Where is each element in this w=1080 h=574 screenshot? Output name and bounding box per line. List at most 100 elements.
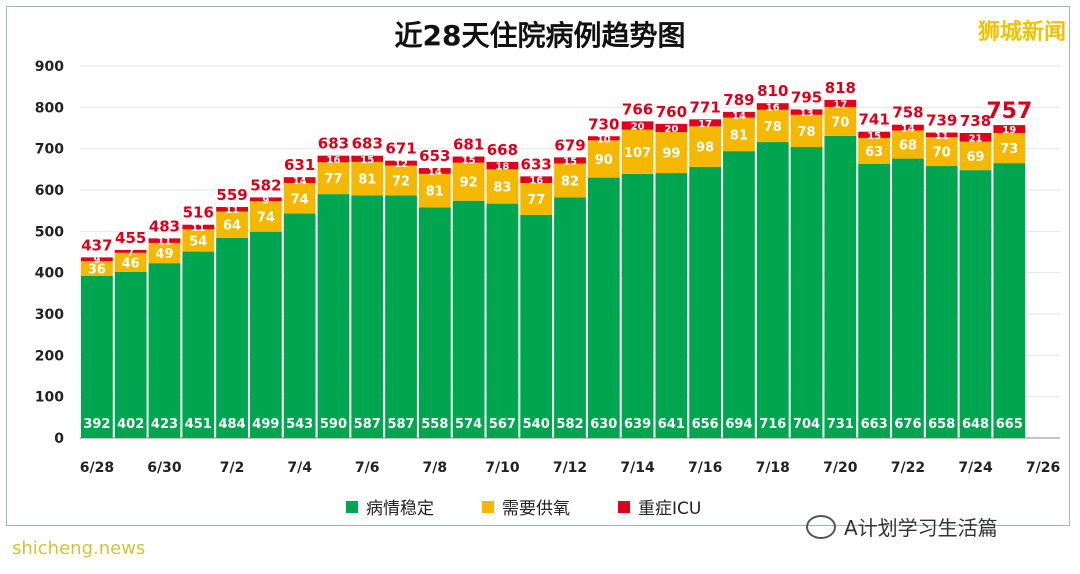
- y-tick-label: 900: [35, 59, 64, 75]
- bar-segment-1: [81, 261, 113, 276]
- bar-segment-2: [317, 155, 350, 163]
- bar-segment-0: [283, 213, 316, 438]
- bar-segment-2: [520, 176, 553, 183]
- bar-segment-1: [520, 182, 553, 215]
- bar-segment-1: [756, 109, 789, 143]
- data-label-1: 46: [122, 256, 140, 271]
- x-tick-label: 7/10: [485, 460, 520, 476]
- data-label-0: 540: [523, 417, 550, 432]
- bar-segment-2: [587, 136, 620, 141]
- data-label-1: 107: [624, 146, 651, 161]
- data-label-0: 590: [320, 417, 347, 432]
- y-tick-label: 700: [35, 142, 64, 158]
- data-label-0: 558: [421, 417, 448, 432]
- total-label: 633: [521, 155, 552, 173]
- y-tick-label: 100: [35, 390, 64, 406]
- data-label-2: 20: [664, 124, 678, 135]
- data-label-0: 543: [286, 417, 313, 432]
- data-label-1: 68: [899, 139, 917, 154]
- bar-segment-2: [959, 132, 992, 142]
- data-label-2: 9: [262, 195, 269, 206]
- data-label-2: 16: [766, 103, 780, 114]
- data-label-2: 11: [158, 237, 172, 248]
- bar-segment-2: [216, 206, 248, 212]
- total-label: 679: [554, 136, 585, 154]
- bar-segment-1: [317, 162, 350, 195]
- bar-segment-0: [756, 142, 789, 438]
- total-label: 559: [216, 186, 247, 204]
- bar-segment-1: [148, 242, 181, 264]
- x-tick-label: 7/14: [620, 460, 655, 476]
- bar-segment-1: [723, 117, 755, 152]
- y-tick-label: 600: [35, 183, 64, 199]
- bar-segment-1: [351, 161, 384, 196]
- data-label-0: 656: [692, 417, 719, 432]
- bar-segment-2: [283, 177, 316, 183]
- data-label-2: 11: [935, 131, 949, 142]
- bar-segment-0: [689, 166, 722, 438]
- total-label: 795: [791, 88, 822, 106]
- total-label: 758: [892, 104, 923, 122]
- total-label: 757: [986, 99, 1032, 124]
- bar-segment-1: [621, 129, 654, 174]
- bar-segment-1: [283, 182, 316, 214]
- data-label-0: 658: [928, 417, 955, 432]
- data-label-0: 484: [218, 417, 245, 432]
- total-label: 681: [453, 136, 484, 154]
- bar-segment-2: [790, 109, 823, 115]
- bar-segment-2: [114, 249, 147, 253]
- stacked-bar-chart: 0100200300400500600700800900392369437402…: [35, 59, 1061, 476]
- data-label-0: 716: [759, 417, 786, 432]
- data-label-2: 11: [225, 205, 239, 216]
- data-label-1: 99: [662, 147, 680, 162]
- total-label: 631: [284, 156, 315, 174]
- total-label: 760: [656, 103, 687, 121]
- data-label-0: 630: [590, 417, 617, 432]
- total-label: 653: [419, 147, 450, 165]
- data-label-2: 21: [969, 133, 983, 144]
- bar-segment-2: [385, 160, 417, 166]
- total-label: 516: [183, 204, 214, 222]
- data-label-2: 7: [127, 247, 134, 258]
- total-label: 818: [825, 79, 856, 97]
- legend-swatch-stable: [346, 500, 358, 513]
- bar-segment-2: [182, 224, 215, 230]
- data-label-2: 17: [833, 99, 847, 110]
- data-label-0: 663: [861, 417, 888, 432]
- total-label: 741: [858, 111, 889, 129]
- bar-segment-1: [892, 130, 924, 159]
- total-label: 771: [690, 98, 721, 116]
- data-label-0: 665: [996, 417, 1023, 432]
- bar-segment-2: [554, 157, 586, 164]
- total-label: 437: [81, 236, 112, 254]
- total-label: 766: [622, 100, 653, 118]
- bar-segment-2: [81, 257, 113, 262]
- data-label-1: 92: [460, 176, 478, 191]
- data-label-2: 20: [631, 122, 645, 133]
- bar-segment-1: [114, 252, 147, 272]
- data-label-2: 12: [394, 159, 408, 170]
- brand-logo: 狮城新闻: [977, 20, 1066, 45]
- data-label-1: 77: [527, 193, 545, 208]
- data-label-1: 78: [764, 120, 782, 135]
- y-tick-label: 500: [35, 224, 64, 240]
- data-label-0: 641: [658, 417, 685, 432]
- data-label-2: 15: [563, 156, 577, 167]
- bar-segment-2: [148, 238, 181, 243]
- data-label-1: 54: [189, 234, 207, 249]
- data-label-0: 499: [252, 417, 279, 432]
- data-label-0: 451: [185, 417, 212, 432]
- bar-segment-0: [216, 237, 248, 438]
- y-tick-label: 200: [35, 348, 64, 364]
- data-label-1: 70: [933, 146, 951, 161]
- total-label: 683: [318, 135, 349, 153]
- bar-segment-2: [689, 119, 722, 127]
- bar-segment-0: [892, 158, 924, 438]
- bar-segment-2: [351, 155, 384, 162]
- data-label-0: 639: [624, 417, 651, 432]
- bar-segment-2: [655, 123, 688, 133]
- data-label-1: 81: [358, 173, 376, 188]
- bar-segment-1: [418, 173, 451, 208]
- data-label-2: 14: [901, 124, 915, 135]
- x-tick-label: 7/26: [1026, 460, 1060, 476]
